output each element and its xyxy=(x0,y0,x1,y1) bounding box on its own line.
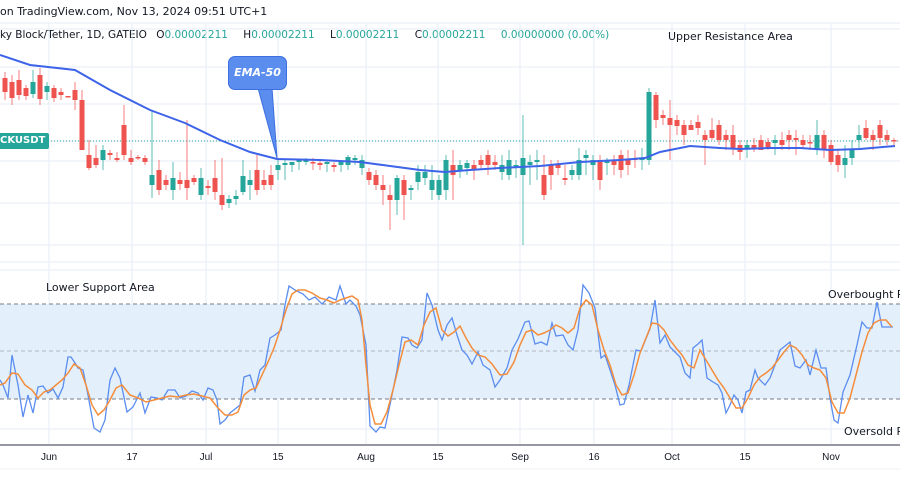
chart-header: on TradingView.com, Nov 13, 2024 09:51 U… xyxy=(0,5,268,18)
x-axis-label: Aug xyxy=(357,452,375,463)
x-axis-label: 17 xyxy=(126,452,138,463)
upper-resistance-label: Upper Resistance Area xyxy=(668,30,793,43)
change-value: 0.00000000 (0.00%) xyxy=(500,29,610,41)
x-axis-label: 16 xyxy=(588,452,600,463)
open-value: O0.00002211 xyxy=(156,29,228,41)
low-value: L0.00002211 xyxy=(330,29,400,41)
x-axis-label: Sep xyxy=(511,452,529,463)
overbought-label: Overbought R xyxy=(828,288,900,301)
lower-support-label: Lower Support Area xyxy=(46,281,155,294)
x-axis-label: 15 xyxy=(739,452,751,463)
x-axis-label: Oct xyxy=(664,452,680,463)
symbol-name: ky Block/Tether, 1D, GATEIO xyxy=(0,29,147,41)
x-axis-label: 15 xyxy=(272,452,284,463)
x-axis-label: Jun xyxy=(40,452,58,463)
oversold-label: Oversold R xyxy=(844,425,900,438)
x-axis-label: Jul xyxy=(199,452,213,463)
x-axis-label: 15 xyxy=(432,452,444,463)
x-axis-label: Nov xyxy=(822,452,840,463)
ema-callout: EMA-50 xyxy=(228,56,287,90)
high-value: H0.00002211 xyxy=(243,29,315,41)
symbol-price-tag: CKUSDT xyxy=(0,133,50,149)
